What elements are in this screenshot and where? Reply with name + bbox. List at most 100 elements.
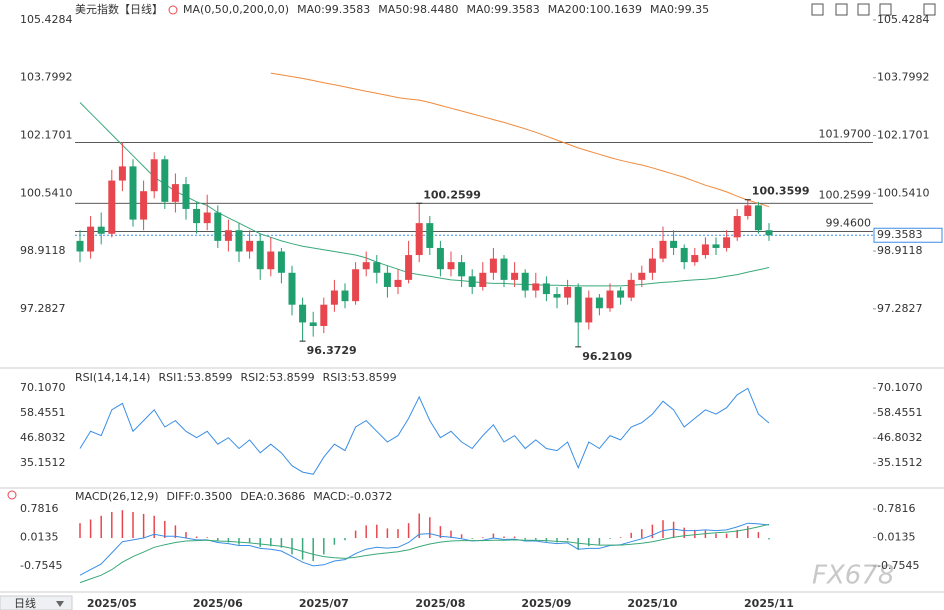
- legend-entry: RSI3:53.8599: [323, 371, 397, 384]
- candle-body: [235, 230, 243, 252]
- y-tick-label-right: 97.2827: [877, 302, 923, 315]
- candle-body: [638, 272, 646, 280]
- icon[interactable]: [879, 3, 892, 16]
- candle-body: [585, 297, 593, 323]
- candle-body: [256, 240, 264, 270]
- legend-entry: RSI2:53.8599: [241, 371, 315, 384]
- candle-body: [373, 262, 381, 273]
- y-tick-label: 98.9118: [20, 244, 66, 257]
- y-tick-label: 0.7816: [20, 502, 59, 515]
- candle-body: [754, 205, 762, 231]
- y-tick-label: 35.1512: [20, 456, 66, 469]
- y-tick-label-right: 102.1701: [877, 129, 930, 142]
- toolbar-icons: [811, 3, 936, 16]
- candle-body: [479, 272, 487, 287]
- x-tick-label: 2025/10: [627, 597, 677, 610]
- y-tick-label: 0.0135: [20, 531, 59, 544]
- y-tick-label-right: 58.4551: [877, 406, 923, 419]
- legend-icon: [168, 5, 178, 15]
- level-label: 100.2599: [819, 188, 872, 201]
- period-label: 日线: [14, 596, 36, 610]
- legend-entry: MACD:-0.0372: [313, 490, 392, 503]
- candle-body: [500, 258, 508, 280]
- candle-body: [489, 258, 497, 273]
- candle-body: [733, 216, 741, 238]
- candle-body: [648, 258, 656, 273]
- candle-body: [542, 283, 550, 295]
- candle-body: [118, 166, 126, 181]
- indicator-title: MACD(26,12,9): [75, 490, 159, 503]
- candle-body: [288, 272, 296, 305]
- candle-body: [691, 255, 699, 263]
- candle-body: [723, 237, 731, 248]
- candle-body: [521, 272, 529, 291]
- legend-entry: DIFF:0.3500: [167, 490, 233, 503]
- candle-body: [76, 240, 84, 252]
- indicator-title: RSI(14,14,14): [75, 371, 150, 384]
- icon[interactable]: [835, 3, 848, 16]
- candle-body: [129, 166, 137, 220]
- y-tick-label: 103.7992: [20, 71, 73, 84]
- legend-entry: DEA:0.3686: [240, 490, 305, 503]
- candle-body: [468, 276, 476, 287]
- settings-icon[interactable]: [7, 490, 17, 500]
- series-line: [270, 72, 770, 208]
- candle-body: [171, 184, 179, 202]
- candle-body: [744, 205, 752, 217]
- period: 【日线】: [119, 2, 163, 16]
- y-tick-label-right: 103.7992: [877, 71, 930, 84]
- candle-body: [362, 262, 370, 270]
- candle-body: [182, 184, 190, 209]
- candle-body: [214, 212, 222, 241]
- candle-body: [161, 159, 169, 202]
- watermark: FX678: [812, 561, 894, 591]
- period-button[interactable]: [0, 595, 73, 610]
- candle-body: [352, 269, 360, 302]
- candle-body: [553, 294, 561, 298]
- candle-body: [320, 304, 328, 326]
- y-tick-label: 102.1701: [20, 129, 73, 142]
- candle-body: [627, 279, 635, 298]
- legend-entry: MA0:99.3583: [467, 3, 540, 16]
- x-tick-label: 2025/11: [744, 597, 794, 610]
- candle-body: [383, 272, 391, 287]
- last-price-box: [873, 227, 943, 243]
- legend-entry: RSI1:53.8599: [158, 371, 232, 384]
- candle-body: [670, 240, 678, 248]
- legend-entry: MA50:98.4480: [378, 3, 458, 16]
- last-price-label: 99.3583: [877, 228, 923, 241]
- candle-body: [341, 290, 349, 302]
- candle-body: [224, 230, 232, 241]
- candle-body: [309, 322, 317, 326]
- x-tick-label: 2025/08: [415, 597, 465, 610]
- candle-body: [267, 251, 275, 270]
- y-tick-label: 97.2827: [20, 302, 66, 315]
- candle-body: [701, 244, 709, 256]
- candle-body: [564, 286, 572, 298]
- candle-body: [87, 226, 95, 252]
- indicator-title: 美元指数: [75, 2, 119, 16]
- y-tick-label: 70.1070: [20, 381, 66, 394]
- candle-body: [193, 208, 201, 224]
- candle-body: [108, 180, 116, 234]
- candle-body: [426, 223, 434, 248]
- icon[interactable]: [811, 3, 824, 16]
- level-label: 101.9700: [819, 128, 872, 141]
- extreme-label: 100.3599: [752, 185, 810, 198]
- series-line: [79, 523, 770, 584]
- candle-body: [97, 226, 105, 234]
- candle-body: [447, 262, 455, 270]
- candle-body: [765, 230, 773, 236]
- icon[interactable]: [923, 3, 936, 16]
- extreme-label: 100.2599: [423, 188, 481, 201]
- series-line: [79, 522, 770, 576]
- indicator: MA(0,50,0,200,0,0): [183, 3, 289, 16]
- candle-body: [415, 223, 423, 256]
- legend-entry: MA0:99.35: [650, 3, 709, 16]
- y-tick-label: 105.4284: [20, 13, 73, 26]
- icon[interactable]: [857, 3, 870, 16]
- level-label: 99.4600: [826, 217, 872, 230]
- y-tick-label-right: 70.1070: [877, 381, 923, 394]
- y-tick-label-right: 35.1512: [877, 456, 923, 469]
